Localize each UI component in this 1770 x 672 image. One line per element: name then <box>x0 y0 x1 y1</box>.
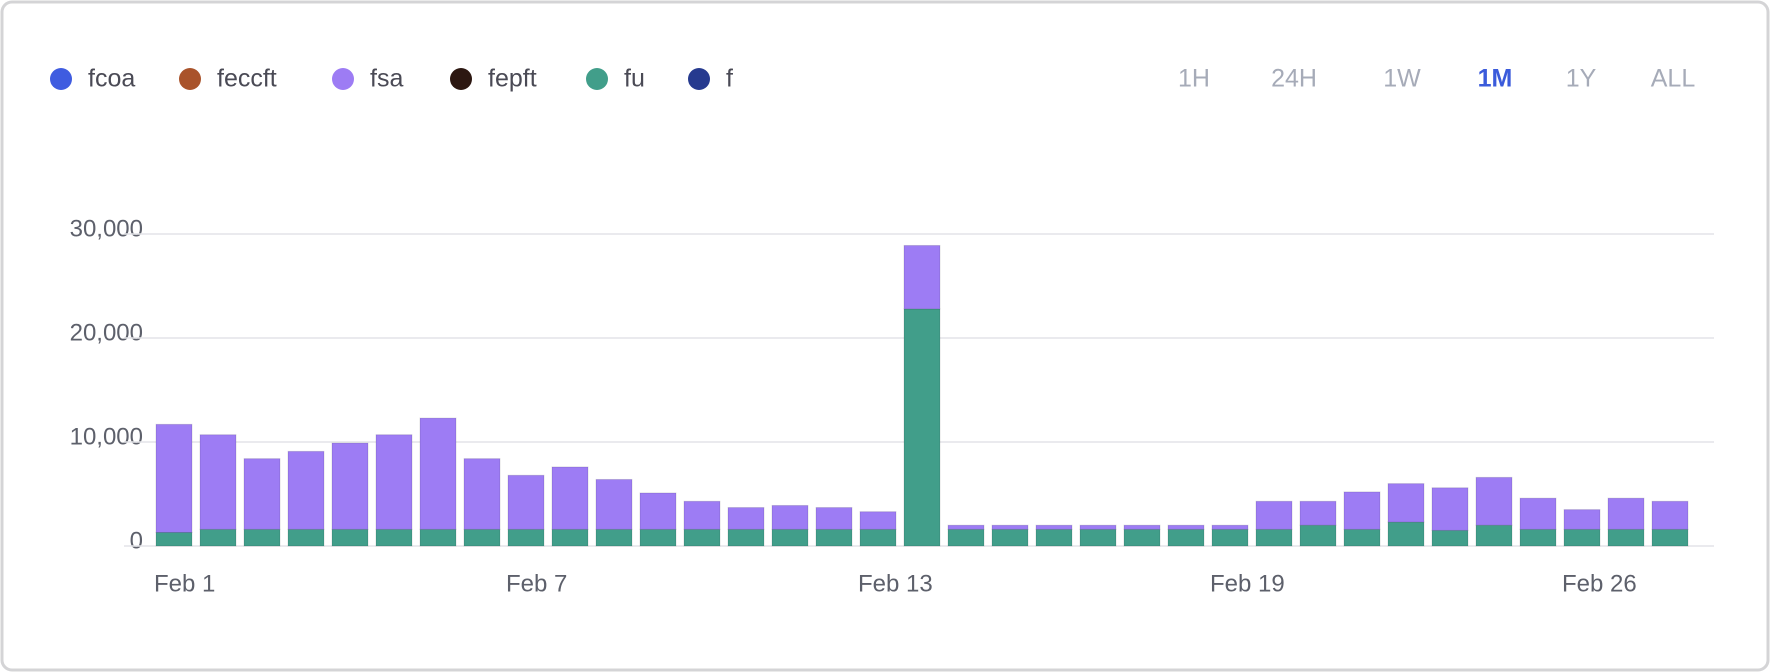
y-tick-label: 20,000 <box>70 319 143 346</box>
bar-segment <box>771 528 809 547</box>
bar-segment <box>1431 529 1469 547</box>
bar-segment <box>1519 528 1557 547</box>
legend-label: fcoa <box>88 65 135 93</box>
range-button[interactable]: 1W <box>1383 65 1421 93</box>
bar-segment <box>463 528 501 547</box>
bar-segment <box>683 528 721 547</box>
bar-segment <box>419 528 457 547</box>
range-button[interactable]: 1M <box>1478 65 1513 93</box>
bar-segment <box>683 500 721 530</box>
range-button[interactable]: ALL <box>1651 65 1696 93</box>
bar-segment <box>155 531 193 547</box>
bar-segment <box>1607 497 1645 530</box>
legend-dot <box>586 68 608 90</box>
legend-label: f <box>726 65 733 93</box>
bar-segment <box>287 528 325 547</box>
bar-segment <box>815 507 853 530</box>
bar-segment <box>1387 521 1425 547</box>
legend-dot <box>179 68 201 90</box>
bar-segment <box>1607 528 1645 547</box>
legend-dot <box>332 68 354 90</box>
bar-segment <box>859 511 897 530</box>
bar-segment <box>1035 528 1073 547</box>
x-tick-label: Feb 13 <box>858 570 933 597</box>
bar-segment <box>595 478 633 530</box>
bar-segment <box>1211 524 1249 530</box>
bar-segment <box>1079 524 1117 530</box>
y-tick-label: 0 <box>130 527 143 554</box>
bar-segment <box>1563 509 1601 530</box>
bar-segment <box>1167 524 1205 530</box>
bar-segment <box>859 528 897 547</box>
bar-segment <box>595 528 633 547</box>
bar-segment <box>1035 524 1073 530</box>
bar-segment <box>947 524 985 530</box>
legend-label: feccft <box>217 65 277 93</box>
bar-segment <box>1211 528 1249 547</box>
bar-segment <box>815 528 853 547</box>
bar-segment <box>243 458 281 530</box>
bar-segment <box>1299 500 1337 526</box>
x-tick-label: Feb 19 <box>1210 570 1285 597</box>
bar-segment <box>903 244 941 310</box>
bar-segment <box>375 434 413 530</box>
bar-segment <box>991 524 1029 530</box>
legend-dot <box>450 68 472 90</box>
bar-segment <box>727 507 765 530</box>
bar-segment <box>419 417 457 530</box>
bar-segment <box>639 492 677 530</box>
bar-segment <box>331 528 369 547</box>
bar-segment <box>1079 528 1117 547</box>
bar-segment <box>1299 524 1337 547</box>
bar-segment <box>639 528 677 547</box>
bar-segment <box>1475 524 1513 547</box>
bar-segment <box>1431 487 1469 531</box>
bar-segment <box>1123 524 1161 530</box>
y-tick-label: 30,000 <box>70 215 143 242</box>
bar-segment <box>463 458 501 530</box>
bar-segment <box>1651 500 1689 530</box>
bar-segment <box>507 528 545 547</box>
bar-segment <box>1343 528 1381 547</box>
bar-segment <box>243 528 281 547</box>
bar-segment <box>375 528 413 547</box>
bar-segment <box>1651 528 1689 547</box>
bar-segment <box>199 528 237 547</box>
legend-label: fu <box>624 65 645 93</box>
bar-segment <box>331 442 369 530</box>
bar-segment <box>1563 528 1601 547</box>
bar-segment <box>1475 476 1513 526</box>
bar-segment <box>1343 491 1381 530</box>
bar-segment <box>287 450 325 530</box>
x-tick-label: Feb 7 <box>506 570 567 597</box>
legend-label: fepft <box>488 65 537 93</box>
bar-segment <box>1123 528 1161 547</box>
range-button[interactable]: 24H <box>1271 65 1317 93</box>
bar-segment <box>771 504 809 530</box>
bar-segment <box>947 528 985 547</box>
bar-segment <box>727 528 765 547</box>
bar-segment <box>507 474 545 530</box>
bar-segment <box>1519 497 1557 530</box>
bar-segment <box>1387 483 1425 523</box>
legend-dot <box>50 68 72 90</box>
range-button[interactable]: 1Y <box>1566 65 1597 93</box>
legend-label: fsa <box>370 65 403 93</box>
bar-segment <box>551 528 589 547</box>
y-tick-label: 10,000 <box>70 423 143 450</box>
bar-segment <box>551 466 589 530</box>
bar-segment <box>1167 528 1205 547</box>
range-button[interactable]: 1H <box>1178 65 1210 93</box>
bar-segment <box>991 528 1029 547</box>
bar-segment <box>1255 528 1293 547</box>
bar-segment <box>199 434 237 530</box>
bar-segment <box>903 308 941 547</box>
bar-segment <box>155 423 193 533</box>
legend-dot <box>688 68 710 90</box>
x-tick-label: Feb 26 <box>1562 570 1637 597</box>
bar-segment <box>1255 500 1293 530</box>
x-tick-label: Feb 1 <box>154 570 215 597</box>
